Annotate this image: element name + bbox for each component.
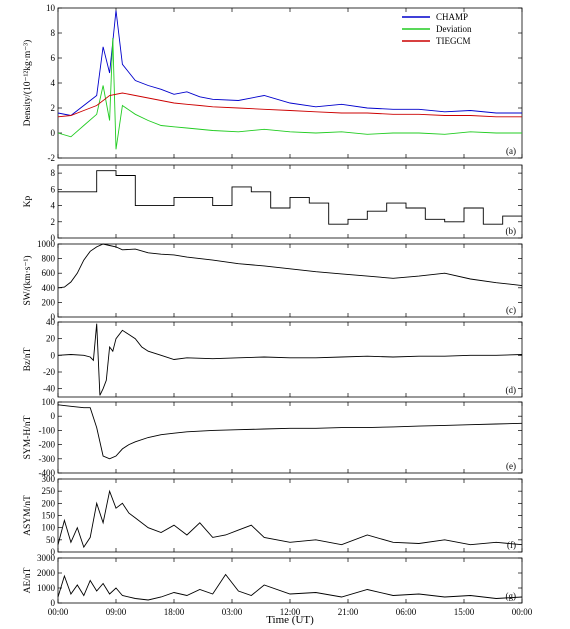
y-tick-label: -2 — [48, 153, 56, 163]
legend-label: TIEGCM — [436, 36, 471, 46]
y-axis-label: ASYM/nT — [23, 495, 33, 536]
y-tick-label: 100 — [42, 523, 56, 533]
legend-label: Deviation — [436, 24, 472, 34]
series-line-series0 — [57, 489, 523, 549]
y-tick-label: 0 — [51, 598, 56, 608]
y-axis-label: Density/(10⁻¹²kg·m⁻³) — [22, 40, 33, 127]
panel-g: 0 1000 2000 3000 AE/nT (g) — [23, 553, 523, 608]
series-line-deviation — [57, 37, 522, 150]
y-tick-label: 600 — [42, 268, 56, 278]
y-tick-label: 8 — [51, 168, 56, 178]
panel-frame — [57, 401, 523, 474]
series-line-champ — [57, 10, 522, 116]
y-tick-label: 3000 — [37, 553, 56, 563]
y-tick-label: 250 — [42, 486, 56, 496]
y-tick-label: -200 — [39, 440, 56, 450]
y-tick-label: 4 — [51, 78, 56, 88]
series-line-tiegcm — [57, 92, 522, 118]
panel-label: (e) — [506, 461, 516, 471]
x-tick-label: 03:00 — [222, 607, 243, 617]
x-tick-label: 15:00 — [454, 607, 475, 617]
y-axis-label: Bz/nT — [23, 347, 33, 371]
y-tick-label: 0 — [51, 547, 56, 557]
y-tick-label: 400 — [42, 283, 56, 293]
y-tick-label: -400 — [39, 468, 56, 478]
series-line-series0 — [57, 404, 523, 460]
series-line-series0 — [57, 573, 523, 601]
x-tick-label: 06:00 — [396, 607, 417, 617]
panel-b: 0 2 4 6 8 Kp (b) — [23, 164, 523, 243]
x-tick-label: 18:00 — [164, 607, 185, 617]
panels: -20246810Density/(10⁻¹²kg·m⁻³)(a)CHAMPDe… — [22, 3, 523, 608]
panel-label: (b) — [506, 226, 517, 236]
x-tick-label: 00:00 — [512, 607, 533, 617]
y-tick-label: -300 — [39, 454, 56, 464]
y-tick-label: 800 — [42, 254, 56, 264]
series-line-series0 — [58, 170, 522, 225]
y-tick-label: 200 — [42, 498, 56, 508]
y-tick-label: -100 — [39, 425, 56, 435]
y-tick-label: 0 — [51, 411, 56, 421]
series-line-series0 — [57, 243, 523, 289]
series-line-series0 — [57, 323, 523, 396]
y-axis-label: SYM-H/nT — [23, 415, 33, 459]
x-tick-label: 00:00 — [48, 607, 69, 617]
y-tick-label: 200 — [42, 297, 56, 307]
y-tick-label: 20 — [46, 334, 56, 344]
y-tick-label: 2000 — [37, 568, 56, 578]
y-axis-label: AE/nT — [23, 567, 33, 593]
y-tick-label: 2 — [51, 103, 56, 113]
panel-label: (f) — [507, 540, 516, 550]
y-tick-label: 6 — [51, 184, 56, 194]
y-tick-label: 150 — [42, 511, 56, 521]
legend-label: CHAMP — [436, 12, 468, 22]
x-axis-label: Time (UT) — [266, 614, 314, 626]
y-tick-label: 6 — [51, 53, 56, 63]
x-tick-label: 21:00 — [338, 607, 359, 617]
panel-f: 0 50 100 150 200 250 300 ASYM/nT (f) — [23, 474, 523, 557]
y-tick-label: 1000 — [37, 583, 56, 593]
y-tick-label: 0 — [51, 350, 56, 360]
x-tick-label: 09:00 — [106, 607, 127, 617]
y-tick-label: 50 — [46, 535, 56, 545]
y-tick-label: 300 — [42, 474, 56, 484]
panel-label: (g) — [506, 591, 517, 601]
panel-label: (d) — [506, 385, 517, 395]
y-tick-label: -20 — [43, 367, 55, 377]
panel-a: -2 0 2 4 6 8 10 Density/(10⁻¹²kg·m⁻³) (a) CHAMP De… — [22, 3, 523, 163]
y-tick-label: -40 — [43, 384, 55, 394]
y-tick-label: 8 — [51, 28, 56, 38]
x-tick-label: 12:00 — [280, 607, 301, 617]
panel-frame — [57, 243, 523, 318]
y-tick-label: 10 — [46, 3, 56, 13]
panel-label: (c) — [506, 305, 516, 315]
x-axis: 00:00 09:00 18:00 03:00 12:00 21:00 06:00 15:00… — [48, 607, 533, 617]
y-tick-label: 100 — [42, 397, 56, 407]
y-tick-label: 0 — [51, 312, 56, 322]
panel-c: 0 200 400 600 800 1000 SW/(km·s⁻¹) (c) — [22, 239, 523, 322]
y-tick-label: 40 — [46, 317, 56, 327]
y-tick-label: 2 — [51, 217, 56, 227]
y-tick-label: 4 — [51, 201, 56, 211]
panel-label: (a) — [506, 146, 516, 156]
panel-e: -400 -300 -200 -100 0 100 SYM-H/nT (e) — [23, 397, 523, 478]
y-axis-label: Kp — [23, 195, 33, 207]
y-tick-label: 0 — [51, 128, 56, 138]
panel-d: -40 -20 0 20 40 Bz/nT (d) — [23, 317, 523, 398]
y-tick-label: 0 — [51, 233, 56, 243]
y-tick-label: 1000 — [37, 239, 56, 249]
y-axis-label: SW/(km·s⁻¹) — [22, 255, 33, 305]
